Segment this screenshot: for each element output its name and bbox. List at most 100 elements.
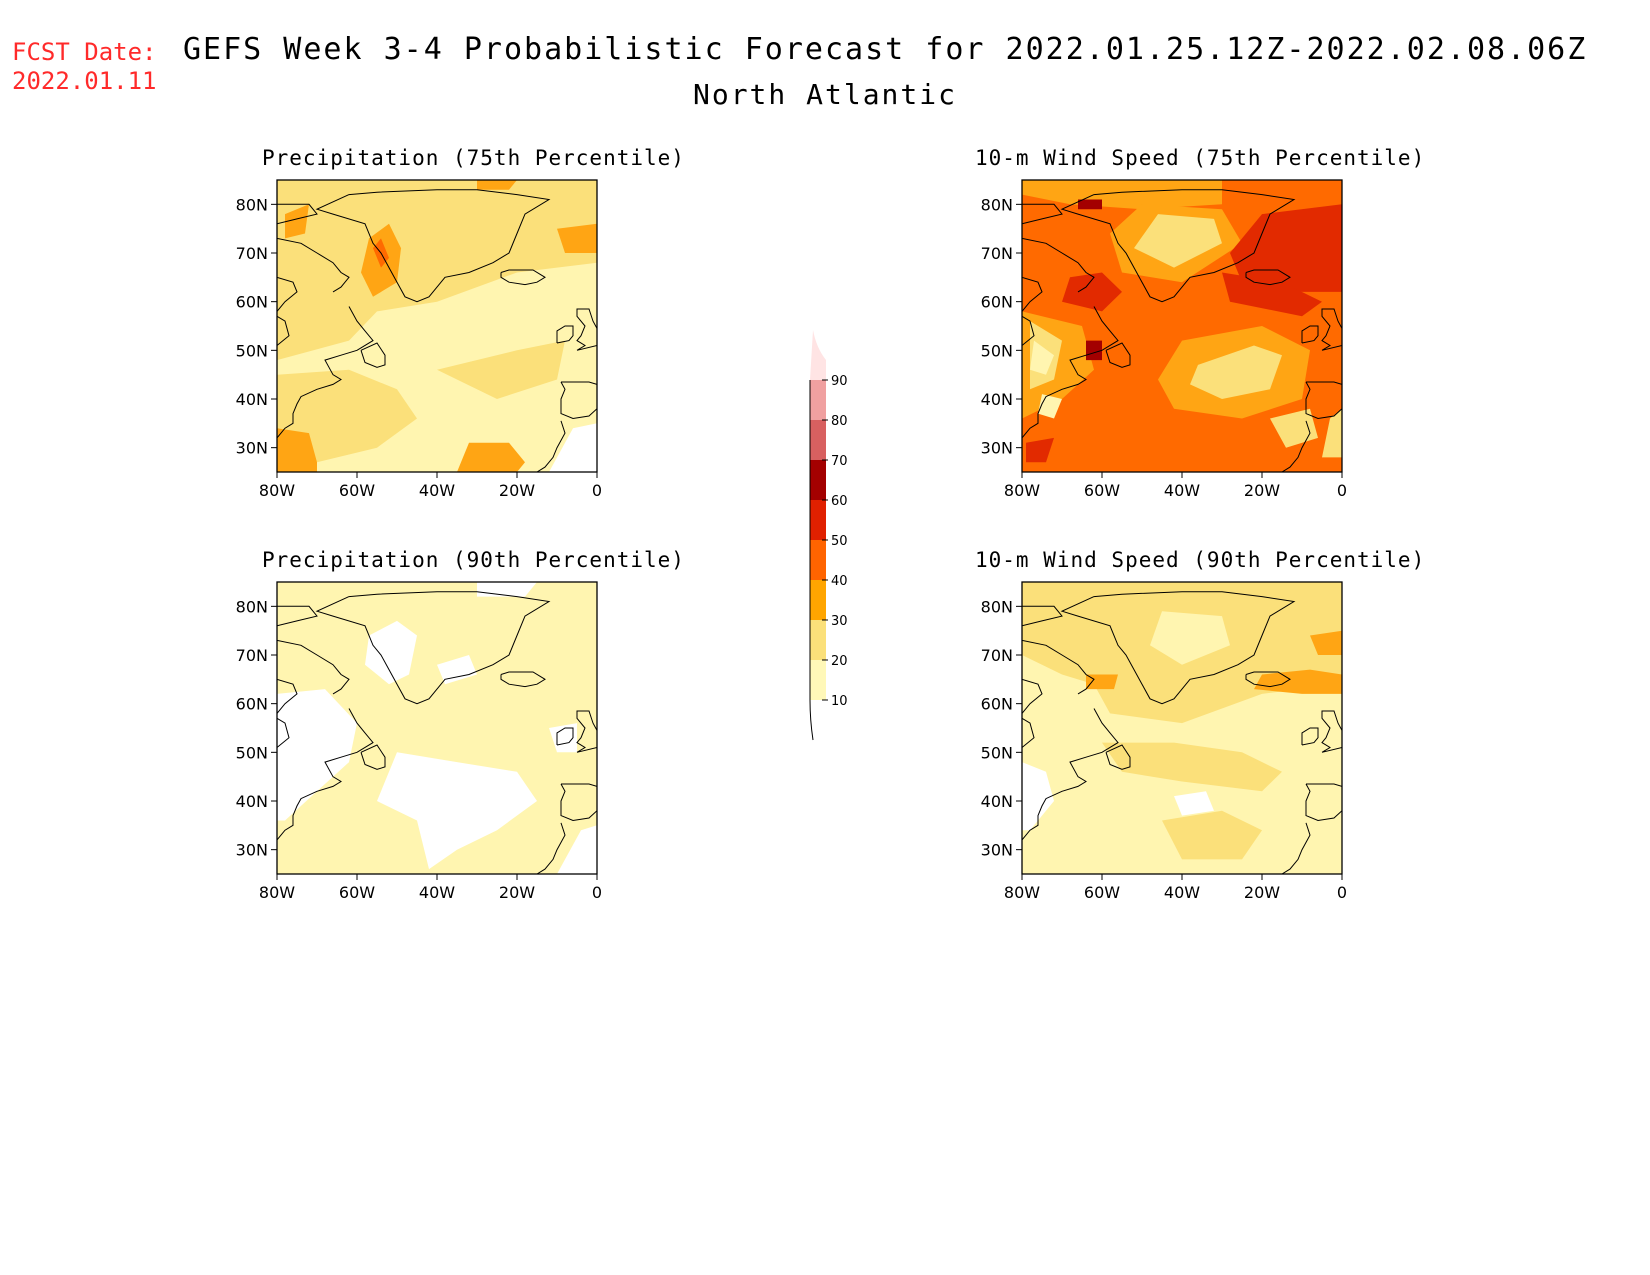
field-region-c30 (477, 180, 517, 190)
lon-tick-label: 20W (499, 481, 535, 500)
colorbar-bottom-flare (809, 699, 814, 741)
lon-tick-label: 40W (419, 883, 455, 902)
coastline (1301, 325, 1319, 344)
colorbar-swatch (810, 660, 826, 700)
shaded-field (1022, 582, 1342, 874)
field-region-c30 (1310, 630, 1342, 655)
field-region-white (557, 825, 597, 874)
field-region-c20 (1102, 742, 1282, 792)
colorbar-label: 60 (831, 494, 848, 509)
lat-tick-label: 60N (236, 695, 268, 714)
map-precip90: 30N 40N 50N 60N 70N 80N 80W 60W 40W 20W 0 (236, 581, 602, 902)
lat-tick-label: 50N (236, 341, 268, 360)
field-region-white (1022, 762, 1054, 831)
coastline (277, 276, 298, 312)
field-region-c20 (1190, 345, 1282, 399)
colorbar-swatch (810, 380, 826, 420)
field-region-c10 (1038, 723, 1070, 753)
coastline (277, 203, 318, 225)
lat-tick-label: 60N (981, 695, 1013, 714)
lon-tick-label: 40W (419, 481, 455, 500)
field-region-c20 (1134, 214, 1222, 268)
lat-tick-label: 30N (981, 439, 1013, 458)
field-region-white (1174, 791, 1214, 816)
lon-tick-label: 0 (1337, 481, 1347, 500)
coastline (1022, 605, 1063, 627)
coastline (1022, 237, 1095, 293)
colorbar-label: 70 (831, 454, 848, 469)
coastline (1022, 315, 1035, 346)
field-region-white (437, 655, 477, 685)
coastline (1022, 203, 1063, 225)
lon-tick-label: 0 (592, 481, 602, 500)
field-region-c30 (1254, 669, 1342, 694)
lon-tick-label: 0 (1337, 883, 1347, 902)
lat-tick-label: 30N (981, 841, 1013, 860)
shaded-field (1022, 180, 1342, 472)
lat-tick-label: 70N (981, 244, 1013, 263)
coastline (315, 189, 551, 303)
lon-tick-label: 80W (1004, 481, 1040, 500)
colorbar-label: 30 (831, 614, 848, 629)
coastline (560, 783, 597, 822)
lon-tick-label: 60W (339, 481, 375, 500)
lat-tick-label: 70N (981, 646, 1013, 665)
lat-tick-label: 40N (981, 390, 1013, 409)
colorbar-swatch (810, 500, 826, 540)
coastline (360, 744, 386, 770)
lon-tick-label: 80W (259, 481, 295, 500)
colorbar-swatch (810, 420, 826, 460)
coastline (360, 342, 386, 368)
coastline (1022, 678, 1043, 714)
lat-tick-label: 50N (236, 743, 268, 762)
lon-tick-label: 60W (1084, 883, 1120, 902)
coastline (1022, 306, 1119, 439)
lat-tick-label: 40N (236, 792, 268, 811)
field-region-c10 (1030, 340, 1054, 375)
panel-title-precip75: Precipitation (75th Percentile) (262, 146, 685, 170)
colorbar-label: 80 (831, 414, 848, 429)
colorbar-swatch (810, 540, 826, 580)
lat-tick-label: 80N (981, 195, 1013, 214)
field-region-c10 (1150, 611, 1230, 665)
lon-tick-label: 80W (1004, 883, 1040, 902)
coastline (1060, 591, 1296, 705)
field-region-c20 (437, 340, 565, 399)
coastline (1060, 189, 1296, 303)
coastline (277, 315, 290, 346)
coastline (500, 269, 546, 286)
field-region-c60 (1078, 199, 1102, 210)
lon-tick-label: 20W (1244, 883, 1280, 902)
lon-tick-label: 60W (339, 883, 375, 902)
colorbar-label: 90 (831, 374, 848, 389)
coastline (560, 381, 597, 420)
colorbar-swatch (810, 460, 826, 500)
lon-tick-label: 20W (499, 883, 535, 902)
field-region-white (365, 620, 417, 685)
colorbar-label: 50 (831, 534, 848, 549)
coastline (277, 639, 350, 695)
field-region-white (549, 423, 597, 472)
region-subtitle: North Atlantic (692, 78, 957, 111)
colorbar-swatch (810, 580, 826, 620)
coastline (576, 308, 597, 351)
field-region-c30 (1086, 674, 1118, 690)
lat-tick-label: 60N (236, 293, 268, 312)
field-region-c30 (457, 442, 525, 472)
fcst-date-value: 2022.01.11 (12, 67, 157, 95)
coastline (500, 671, 546, 688)
shaded-field (277, 582, 597, 874)
coastline (1321, 710, 1342, 753)
map-wind90: 30N 40N 50N 60N 70N 80N 80W 60W 40W 20W 0 (981, 581, 1347, 902)
coastline (1022, 276, 1043, 312)
panel-title-precip90: Precipitation (90th Percentile) (262, 548, 685, 572)
lon-tick-label: 20W (1244, 481, 1280, 500)
field-region-c20 (1162, 810, 1262, 860)
coastline (277, 708, 374, 841)
coastline (277, 306, 374, 439)
field-region-c30 (285, 204, 309, 239)
colorbar-swatch (810, 330, 826, 380)
field-region-c50 (1026, 437, 1054, 463)
coastline (1301, 727, 1319, 746)
coastline (1022, 717, 1035, 748)
